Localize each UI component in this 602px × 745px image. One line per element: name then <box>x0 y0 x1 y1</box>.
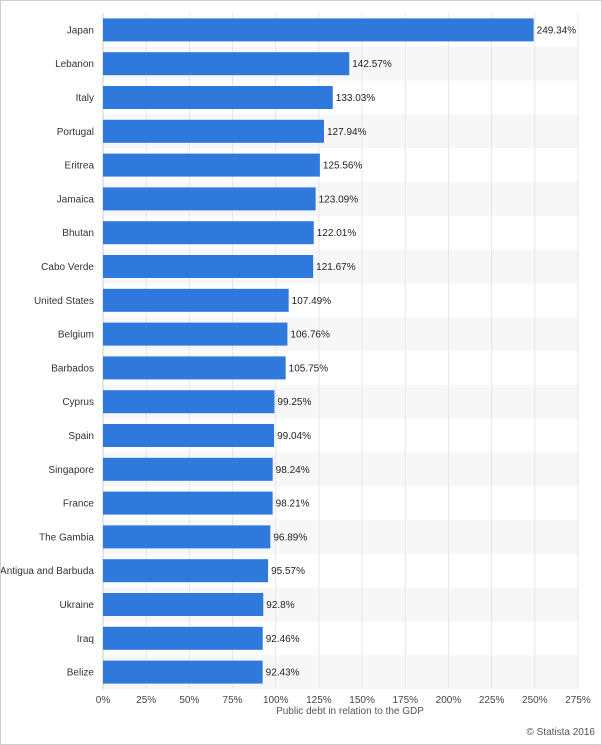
value-label: 133.03% <box>336 93 376 104</box>
bar[interactable] <box>103 221 314 245</box>
bar[interactable] <box>103 525 271 549</box>
value-label: 92.46% <box>266 634 300 645</box>
value-label: 107.49% <box>292 296 332 307</box>
value-label: 92.8% <box>266 600 294 611</box>
category-label: Italy <box>76 93 94 104</box>
bar[interactable] <box>103 559 269 583</box>
x-axis-title: Public debt in relation to the GDP <box>276 706 424 717</box>
x-tick-labels: 0% 25% 50% 75% 100% 125% 150% 175% 200% 225% 250% 2… <box>96 695 591 706</box>
category-label: France <box>63 499 95 510</box>
x-tick-label: 50% <box>179 695 199 706</box>
category-label: Lebanon <box>55 59 94 70</box>
bar[interactable] <box>103 52 350 76</box>
bar[interactable] <box>103 356 286 380</box>
x-tick-label: 25% <box>136 695 156 706</box>
bar[interactable] <box>103 18 534 42</box>
value-label: 106.76% <box>290 330 330 341</box>
category-label: United States <box>34 296 94 307</box>
category-labels: Japan Lebanon Italy Portugal Eritrea Jamaica B… <box>1 25 94 678</box>
category-label: Belize <box>67 668 95 679</box>
category-label: Belgium <box>58 330 94 341</box>
bar[interactable] <box>103 457 273 481</box>
category-label: Antigua and Barbuda <box>1 566 94 577</box>
value-label: 125.56% <box>323 161 363 172</box>
category-label: The Gambia <box>39 532 94 543</box>
category-label: Spain <box>68 431 94 442</box>
x-tick-label: 200% <box>436 695 462 706</box>
category-label: Japan <box>67 25 94 36</box>
x-tick-label: 100% <box>263 695 289 706</box>
bar[interactable] <box>103 153 320 177</box>
value-label: 142.57% <box>352 59 392 70</box>
value-label: 96.89% <box>273 532 307 543</box>
category-label: Eritrea <box>65 161 95 172</box>
bar[interactable] <box>103 322 288 346</box>
x-tick-label: 225% <box>479 695 505 706</box>
bar[interactable] <box>103 660 263 684</box>
bar[interactable] <box>103 424 275 447</box>
value-label: 99.04% <box>277 431 311 442</box>
category-label: Singapore <box>48 465 94 476</box>
category-label: Bhutan <box>62 228 94 239</box>
value-label: 92.43% <box>266 668 300 679</box>
category-label: Portugal <box>57 127 94 138</box>
value-labels: 249.34% 142.57% 133.03% 127.94% 125.56% 123.0… <box>266 25 577 678</box>
value-label: 121.67% <box>316 262 356 273</box>
value-label: 105.75% <box>289 363 329 374</box>
value-label: 123.09% <box>319 194 359 205</box>
category-label: Jamaica <box>57 194 95 205</box>
value-label: 249.34% <box>537 25 577 36</box>
bar[interactable] <box>103 86 333 109</box>
x-tick-label: 250% <box>522 695 548 706</box>
value-label: 98.21% <box>276 499 310 510</box>
bars <box>103 18 534 684</box>
bar[interactable] <box>103 626 263 650</box>
x-tick-label: 175% <box>392 695 418 706</box>
bar[interactable] <box>103 491 273 515</box>
statista-credit[interactable]: © Statista 2016 <box>526 727 595 738</box>
category-label: Ukraine <box>60 600 95 611</box>
bar[interactable] <box>103 288 289 312</box>
value-label: 95.57% <box>271 566 305 577</box>
category-label: Iraq <box>77 634 94 645</box>
bar[interactable] <box>103 390 275 414</box>
x-tick-label: 125% <box>306 695 332 706</box>
category-label: Cabo Verde <box>41 262 94 273</box>
value-label: 98.24% <box>276 465 310 476</box>
x-tick-label: 75% <box>223 695 243 706</box>
bar[interactable] <box>103 593 264 616</box>
value-label: 99.25% <box>277 397 311 408</box>
x-tick-label: 150% <box>349 695 375 706</box>
category-label: Barbados <box>51 363 94 374</box>
category-label: Cyprus <box>62 397 94 408</box>
x-tick-label: 275% <box>565 695 591 706</box>
bar[interactable] <box>103 187 316 211</box>
bar[interactable] <box>103 255 314 278</box>
value-label: 127.94% <box>327 127 367 138</box>
bar[interactable] <box>103 119 324 143</box>
value-label: 122.01% <box>317 228 357 239</box>
x-tick-label: 0% <box>96 695 111 706</box>
